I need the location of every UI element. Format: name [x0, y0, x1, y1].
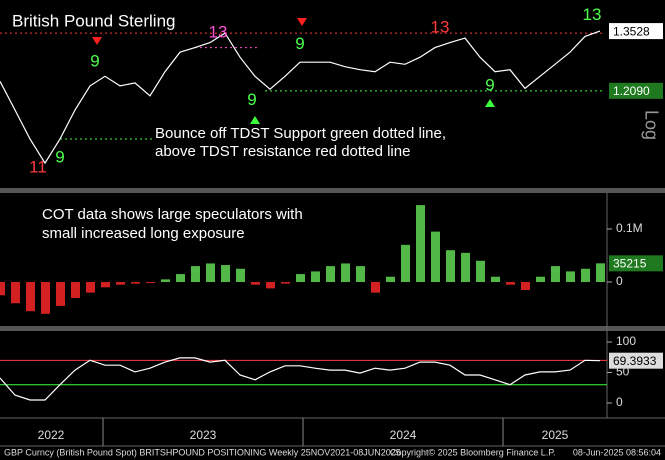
- x-tick-label: 2025: [542, 428, 569, 442]
- bar: [236, 268, 245, 283]
- chart-title: British Pound Sterling: [12, 11, 175, 30]
- buy-arrow: [485, 99, 495, 107]
- bar: [266, 282, 275, 289]
- bar: [356, 266, 365, 283]
- sell-arrow: [92, 37, 102, 45]
- bar: [596, 263, 605, 283]
- bar: [11, 282, 20, 304]
- bar: [176, 274, 185, 283]
- bar: [41, 282, 50, 314]
- bar: [386, 276, 395, 283]
- bar: [0, 282, 5, 296]
- footer-text: GBP Curncy (British Pound Spot) BRITSHPO…: [4, 447, 401, 457]
- bar: [161, 279, 170, 283]
- series-line: [0, 30, 601, 165]
- bar: [71, 282, 80, 298]
- footer-text: 08-Jun-2025 08:56:04: [573, 447, 661, 457]
- bar: [86, 282, 95, 293]
- y-tick-label: 0: [616, 395, 623, 409]
- td-count: 13: [431, 18, 450, 37]
- bar: [311, 271, 320, 283]
- annotation: above TDST resistance red dotted line: [155, 143, 410, 160]
- td-count: 9: [90, 52, 99, 71]
- bar: [326, 266, 335, 283]
- annotation: COT data shows large speculators with: [42, 206, 303, 223]
- td-count: 11: [29, 158, 47, 177]
- series-line: [0, 357, 601, 401]
- last-value-box: [609, 352, 663, 369]
- td-count: 9: [55, 148, 64, 167]
- last-value-box: [609, 23, 663, 40]
- bar: [371, 282, 380, 293]
- last-value: 1.3528: [613, 24, 650, 38]
- bar: [431, 231, 440, 283]
- bar: [581, 268, 590, 283]
- buy-arrow: [250, 116, 260, 124]
- last-value-box: [609, 255, 663, 272]
- bar: [26, 282, 35, 312]
- bar: [56, 282, 65, 306]
- bar: [476, 260, 485, 283]
- level-box: [609, 82, 663, 99]
- scale-label: Log: [641, 110, 661, 140]
- sell-arrow: [297, 18, 307, 26]
- td-count: 9: [485, 75, 494, 94]
- bar: [146, 282, 155, 284]
- bar: [506, 282, 515, 285]
- footer-text: Copyright© 2025 Bloomberg Finance L.P.: [390, 447, 556, 457]
- panel-separator: [0, 326, 665, 331]
- bar: [536, 276, 545, 283]
- bar: [551, 266, 560, 283]
- bar: [491, 276, 500, 283]
- bar: [101, 282, 110, 288]
- bar: [566, 271, 575, 283]
- bar: [401, 244, 410, 283]
- td-count: 13: [583, 5, 602, 24]
- x-tick-label: 2023: [190, 428, 217, 442]
- annotation: small increased long exposure: [42, 225, 245, 242]
- last-value: 35215: [613, 257, 647, 271]
- bar: [461, 252, 470, 283]
- bar: [191, 266, 200, 283]
- annotation: Bounce off TDST Support green dotted lin…: [155, 125, 446, 142]
- bar: [341, 263, 350, 283]
- bar: [281, 282, 290, 284]
- td-count: 9: [295, 34, 304, 53]
- y-tick-label: 0.1M: [616, 221, 643, 235]
- td-count: 13: [209, 23, 228, 42]
- bar: [206, 263, 215, 283]
- bar: [446, 250, 455, 283]
- x-tick-label: 2024: [390, 428, 417, 442]
- bar: [521, 282, 530, 290]
- bar: [221, 265, 230, 283]
- y-tick-label: 100: [616, 334, 636, 348]
- bar: [131, 282, 140, 284]
- x-tick-label: 2022: [38, 428, 65, 442]
- bar: [251, 282, 260, 285]
- level-label: 1.2090: [613, 84, 650, 98]
- y-tick-label: 0: [616, 274, 623, 288]
- bar: [416, 205, 425, 283]
- bar: [296, 274, 305, 283]
- panel-separator: [0, 188, 665, 193]
- bar: [116, 282, 125, 285]
- last-value: 69.3933: [613, 354, 657, 368]
- td-count: 9: [247, 90, 256, 109]
